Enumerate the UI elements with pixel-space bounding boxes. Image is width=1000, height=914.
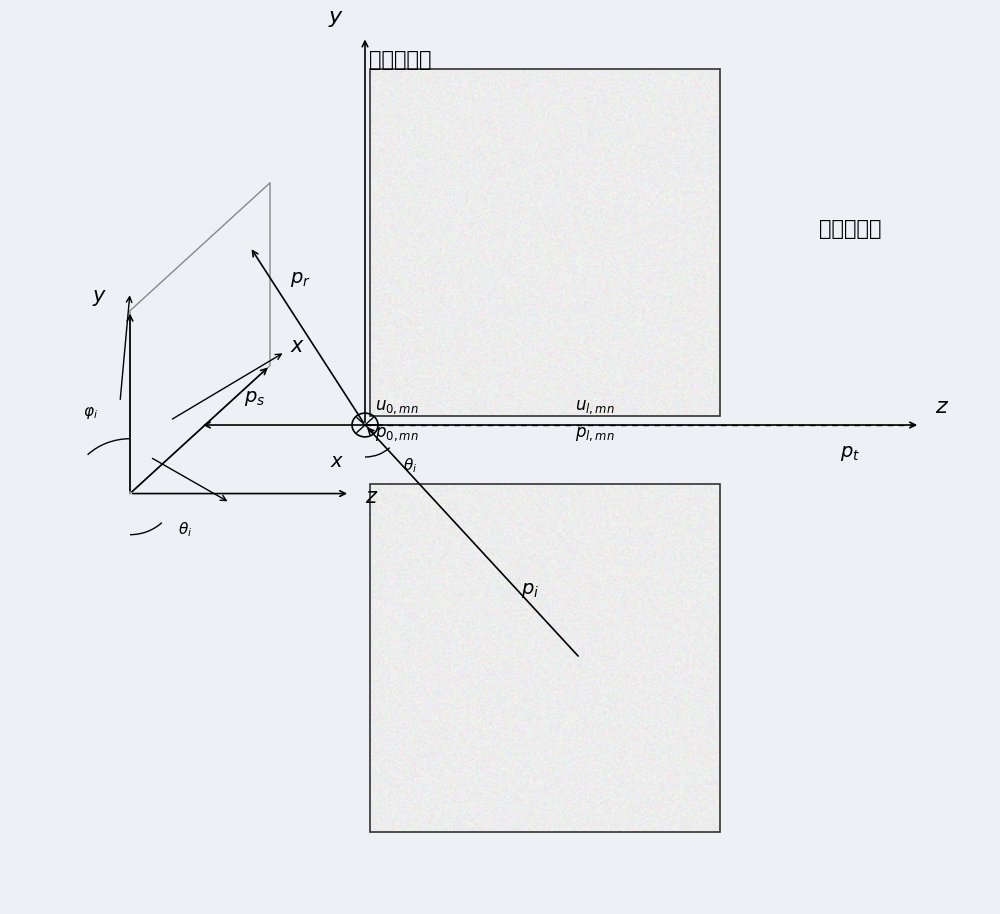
Text: $p_i$: $p_i$ [521,581,539,600]
Text: $u_{l,mn}$: $u_{l,mn}$ [575,398,615,416]
Text: $\theta_i$: $\theta_i$ [178,521,192,539]
Text: $u_{0,mn}$: $u_{0,mn}$ [375,398,419,416]
Text: $p_t$: $p_t$ [840,444,860,463]
Text: $p_{l,mn}$: $p_{l,mn}$ [575,425,615,443]
Bar [370,69,720,416]
Text: $x$: $x$ [290,335,305,356]
Text: 声波入射侧: 声波入射侧 [369,50,431,70]
Text: $p_s$: $p_s$ [244,389,266,409]
Text: $p_r$: $p_r$ [290,271,310,290]
Text: $p_{0,mn}$: $p_{0,mn}$ [375,425,419,443]
Text: 声波出射侧: 声波出射侧 [819,219,881,239]
Bar [370,484,720,832]
Text: $\theta_i$: $\theta_i$ [403,457,417,475]
Text: $y$: $y$ [92,288,108,308]
Text: $z$: $z$ [935,397,949,417]
Text: y: y [328,7,342,27]
Text: $z$: $z$ [365,486,378,506]
Text: $\varphi_i$: $\varphi_i$ [83,405,97,420]
Text: $x$: $x$ [330,452,344,472]
